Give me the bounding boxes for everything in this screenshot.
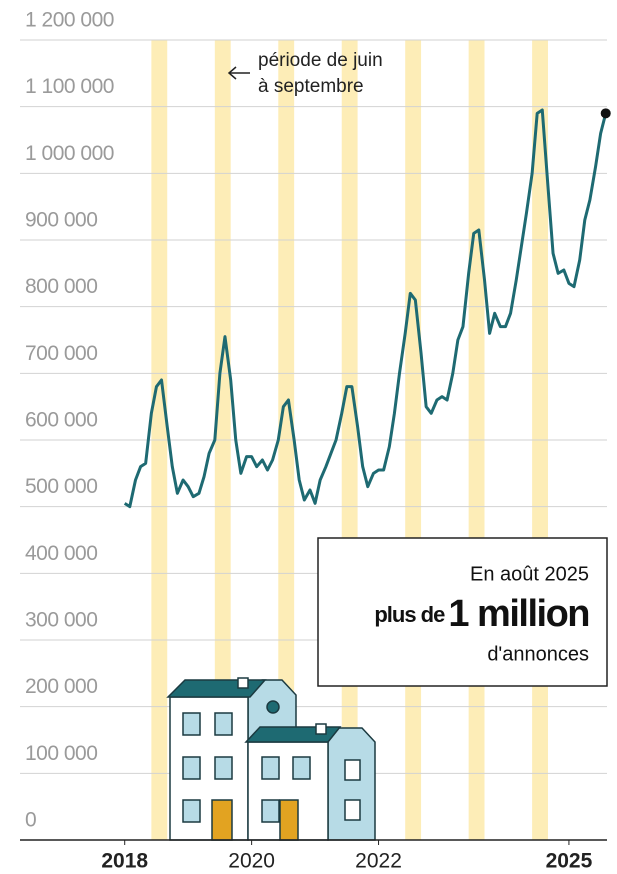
y-tick-label: 1 100 000 [25,75,114,98]
y-tick-label: 1 200 000 [25,9,114,32]
grid-layer: 0 100 000 200 000 300 000 400 000 500 000 600 … [20,9,607,840]
annotation: période de juin à septembre [229,50,383,97]
x-tick-label: 2022 [355,850,402,873]
window [215,713,232,735]
roof [168,680,265,697]
y-tick-label: 200 000 [25,675,97,698]
y-tick-label: 900 000 [25,209,97,232]
door [212,800,232,840]
callout-big: 1 million [448,593,589,635]
y-tick-label: 800 000 [25,275,97,298]
chart: 0 100 000 200 000 300 000 400 000 500 000 600 … [0,0,617,874]
window [183,757,200,779]
window [183,713,200,735]
window-round [267,701,279,713]
window [215,757,232,779]
x-axis: 2018 2020 2022 2025 [20,840,607,873]
window [345,800,360,820]
y-tick-label: 700 000 [25,342,97,365]
end-point [601,108,611,118]
chimney [316,724,326,734]
y-tick-label: 0 [25,809,36,832]
y-tick-label: 400 000 [25,542,97,565]
window [345,760,360,780]
y-tick-label: 100 000 [25,742,97,765]
building-side [328,728,375,840]
callout-text: En août 2025 [470,563,589,585]
y-tick-label: 1 000 000 [25,142,114,165]
building [170,697,248,840]
y-tick-label: 500 000 [25,475,97,498]
x-tick-label: 2020 [228,850,275,873]
callout-text: d'annonces [487,643,589,665]
y-tick-label: 300 000 [25,609,97,632]
window [293,757,310,779]
chimney [238,678,248,688]
y-tick-label: 600 000 [25,409,97,432]
callout-prefix: plus de [374,602,445,627]
door [280,800,298,840]
annotation-text: période de juin [258,50,383,71]
annotation-text: à septembre [258,76,364,97]
window [262,757,279,779]
window [183,800,200,822]
x-tick-label: 2018 [101,850,148,873]
x-tick-label: 2025 [546,850,593,873]
window [262,800,279,822]
